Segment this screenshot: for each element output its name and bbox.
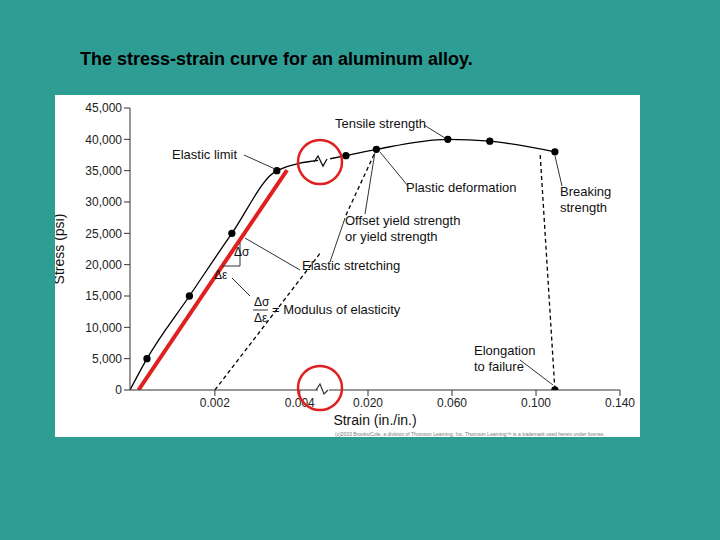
svg-text:0.004: 0.004	[285, 396, 315, 410]
html-text:Elastic stretching: Elastic stretching	[302, 258, 401, 273]
svg-text:40,000: 40,000	[85, 133, 122, 147]
svg-text:Stress (psi): Stress (psi)	[55, 214, 67, 285]
svg-text:25,000: 25,000	[85, 227, 122, 241]
svg-text:0.100: 0.100	[521, 396, 551, 410]
svg-text:20,000: 20,000	[85, 258, 122, 272]
html-text:Offset yield strength or yield: Offset yield strength or yield strength	[345, 213, 461, 244]
svg-text:5,000: 5,000	[92, 352, 122, 366]
html-text:Δσ: Δσ	[234, 245, 250, 259]
svg-text:10,000: 10,000	[85, 321, 122, 335]
svg-text:15,000: 15,000	[85, 289, 122, 303]
html-text:Elastic limit: Elastic limit	[172, 147, 237, 162]
html-text:(c)2003 Brooks/Cole, a divisio: (c)2003 Brooks/Cole, a division of Thoms…	[335, 431, 605, 437]
html-text:Strain (in./in.): Strain (in./in.)	[333, 412, 417, 428]
html-text:Δσ: Δσ	[254, 295, 270, 309]
svg-text:0: 0	[115, 383, 122, 397]
html-text:Δε: Δε	[254, 311, 268, 325]
html-text:Breaking strength: Breaking strength	[560, 184, 612, 215]
svg-text:0.020: 0.020	[353, 396, 383, 410]
svg-text:35,000: 35,000	[85, 164, 122, 178]
html-text:Elongation to failure: Elongation to failure	[474, 343, 536, 374]
html-text:= Modulus of elasticity: = Modulus of elasticity	[272, 302, 401, 317]
svg-text:0.140: 0.140	[605, 396, 635, 410]
svg-text:30,000: 30,000	[85, 195, 122, 209]
html-text:Δε: Δε	[214, 268, 228, 282]
svg-text:0.002: 0.002	[200, 396, 230, 410]
svg-text:0.060: 0.060	[437, 396, 467, 410]
html-text:Tensile strength: Tensile strength	[335, 116, 427, 131]
html-text:Plastic deformation: Plastic deformation	[406, 180, 517, 195]
html-text:The stress-strain curve for an: The stress-strain curve for an aluminum …	[80, 49, 473, 69]
svg-text:45,000: 45,000	[85, 101, 122, 115]
